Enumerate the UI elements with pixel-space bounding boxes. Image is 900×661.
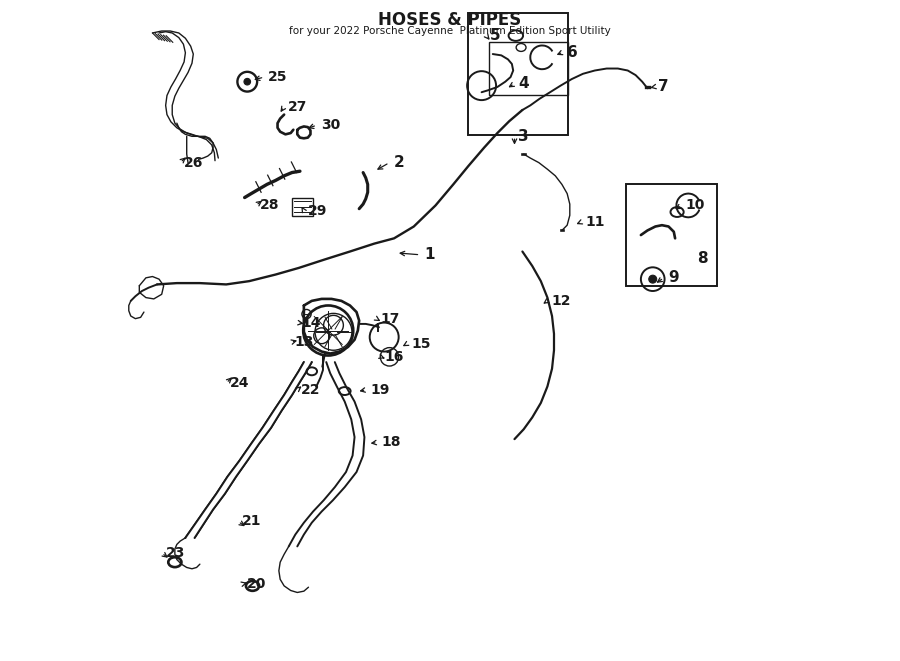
Text: 13: 13 — [294, 335, 314, 350]
Text: 28: 28 — [260, 198, 279, 212]
Text: 23: 23 — [166, 546, 185, 560]
Circle shape — [244, 79, 250, 85]
Text: 2: 2 — [393, 155, 404, 170]
Circle shape — [649, 275, 657, 283]
Text: HOSES & PIPES: HOSES & PIPES — [378, 11, 522, 29]
Text: 3: 3 — [518, 129, 529, 144]
Text: 24: 24 — [230, 376, 249, 390]
Text: 12: 12 — [552, 294, 571, 308]
Text: 17: 17 — [380, 311, 400, 326]
Text: 20: 20 — [247, 577, 266, 591]
Polygon shape — [289, 362, 365, 547]
Text: 26: 26 — [184, 155, 203, 170]
Bar — [490, 42, 569, 95]
Text: 21: 21 — [242, 514, 262, 528]
Text: 30: 30 — [321, 118, 340, 132]
Text: 1: 1 — [424, 247, 435, 262]
Text: for your 2022 Porsche Cayenne  Platinum Edition Sport Utility: for your 2022 Porsche Cayenne Platinum E… — [289, 26, 611, 36]
Text: 11: 11 — [586, 215, 605, 229]
Text: 25: 25 — [268, 70, 288, 84]
Text: 8: 8 — [698, 251, 708, 266]
Bar — [468, 13, 569, 135]
Text: 29: 29 — [308, 204, 328, 217]
Text: 19: 19 — [371, 383, 390, 397]
Text: 14: 14 — [302, 315, 320, 330]
Text: 22: 22 — [302, 383, 320, 397]
Text: 18: 18 — [382, 436, 401, 449]
Text: 9: 9 — [668, 270, 679, 286]
Text: 16: 16 — [385, 350, 404, 364]
Text: 15: 15 — [411, 336, 431, 351]
Text: 5: 5 — [491, 28, 500, 43]
Text: 4: 4 — [518, 76, 529, 91]
Text: 7: 7 — [658, 79, 669, 95]
Text: 6: 6 — [567, 44, 578, 59]
Text: 10: 10 — [686, 198, 705, 212]
Text: 27: 27 — [288, 100, 308, 114]
Polygon shape — [185, 362, 311, 538]
Bar — [626, 184, 717, 286]
